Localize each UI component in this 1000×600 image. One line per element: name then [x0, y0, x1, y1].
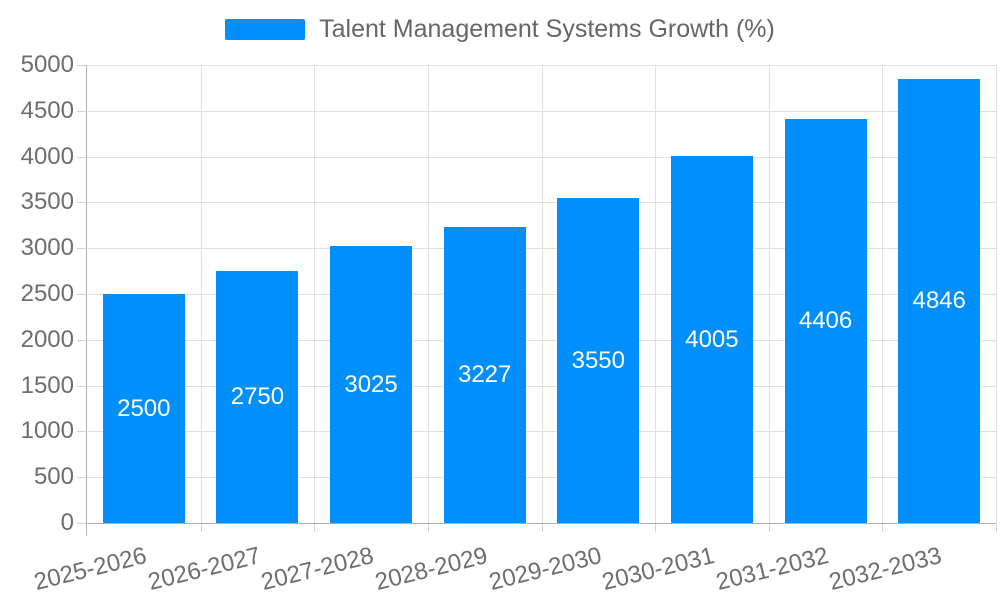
x-axis-tick: [427, 524, 429, 532]
gridline-vertical: [768, 65, 770, 523]
x-axis-tick: [541, 524, 543, 532]
bar-value-label: 2750: [230, 383, 285, 410]
legend-label: Talent Management Systems Growth (%): [319, 15, 775, 43]
x-axis-tick: [200, 524, 202, 532]
y-axis-tick: [77, 477, 87, 479]
x-axis-tick: [882, 524, 884, 532]
y-axis-tick-label: 2000: [20, 325, 74, 353]
plot-area: 2500 2750 3025 3227 3550 4005 4406 4846: [77, 65, 997, 535]
x-axis-tick: [655, 524, 657, 532]
y-axis-tick: [77, 156, 87, 158]
y-axis-tick: [77, 65, 87, 66]
y-axis-tick-label: 1000: [20, 417, 74, 445]
x-axis-tick: [314, 524, 316, 532]
bar-2029-2030[interactable]: 3550: [557, 198, 640, 523]
x-axis-tick-label: 2032-2033: [826, 542, 945, 596]
y-axis-tick-label: 5000: [20, 51, 74, 78]
y-axis-tick: [77, 202, 87, 204]
y-axis-tick-label: 3500: [20, 188, 74, 216]
y-axis-tick-label: 3000: [20, 234, 74, 262]
y-axis-tick: [77, 248, 87, 250]
y-axis-tick-label: 1500: [20, 371, 74, 399]
x-axis-labels: 2025-2026 2026-2027 2027-2028 2028-2029 2029…: [31, 542, 995, 600]
bar-2025-2026[interactable]: 2500: [102, 294, 185, 523]
bar-2030-2031[interactable]: 4005: [670, 156, 753, 523]
y-axis-line-extension: [86, 524, 87, 535]
y-axis-tick: [77, 523, 87, 524]
bar-value-label: 4005: [685, 325, 739, 353]
bar-value-label: 2500: [117, 394, 171, 422]
x-axis-tick: [996, 524, 997, 532]
bar-value-label: 3227: [457, 361, 512, 388]
gridline-vertical: [655, 65, 657, 523]
y-axis-tick-label: 2500: [20, 280, 74, 307]
bar-value-label: 4406: [798, 307, 853, 334]
x-axis-tick: [768, 524, 770, 532]
y-axis-tick-label: 4000: [20, 142, 74, 170]
gridline-vertical: [541, 65, 543, 523]
bar-2027-2028[interactable]: 3025: [330, 246, 413, 523]
y-axis-tick: [77, 294, 87, 295]
bar-value-label: 3025: [344, 370, 398, 398]
bar-2026-2027[interactable]: 2750: [216, 271, 299, 523]
legend-swatch: [225, 19, 306, 41]
y-axis-tick: [77, 339, 87, 341]
y-axis-tick-label: 500: [33, 463, 74, 491]
x-axis-tick-label: 2031-2032: [713, 542, 832, 596]
gridline-vertical: [882, 65, 884, 523]
gridline-vertical: [996, 65, 997, 523]
gridline-vertical: [314, 65, 316, 523]
x-axis-tick-label: 2026-2027: [145, 542, 263, 596]
chart-legend[interactable]: Talent Management Systems Growth (%): [0, 15, 1000, 44]
y-axis-tick-label: 0: [60, 509, 74, 536]
gridline-vertical: [200, 65, 202, 523]
x-axis-tick-label: 2029-2030: [485, 542, 604, 596]
y-axis-tick-label: 4500: [20, 96, 74, 124]
x-axis-tick-label: 2027-2028: [258, 542, 377, 596]
y-axis-labels: 0 500 1000 1500 2000 2500 3000 3500 4000 4500 5000: [0, 0, 74, 600]
y-axis-tick: [77, 110, 87, 112]
y-axis-tick: [77, 431, 87, 433]
x-axis-tick-label: 2028-2029: [372, 542, 491, 596]
bar-2032-2033[interactable]: 4846: [898, 79, 981, 523]
bar-2028-2029[interactable]: 3227: [443, 227, 526, 523]
y-axis-tick: [77, 385, 87, 387]
bar-2031-2032[interactable]: 4406: [784, 119, 867, 523]
gridline-vertical: [427, 65, 429, 523]
x-axis-tick-label: 2030-2031: [599, 542, 718, 596]
bar-value-label: 3550: [571, 346, 625, 374]
bar-value-label: 4846: [912, 287, 966, 314]
